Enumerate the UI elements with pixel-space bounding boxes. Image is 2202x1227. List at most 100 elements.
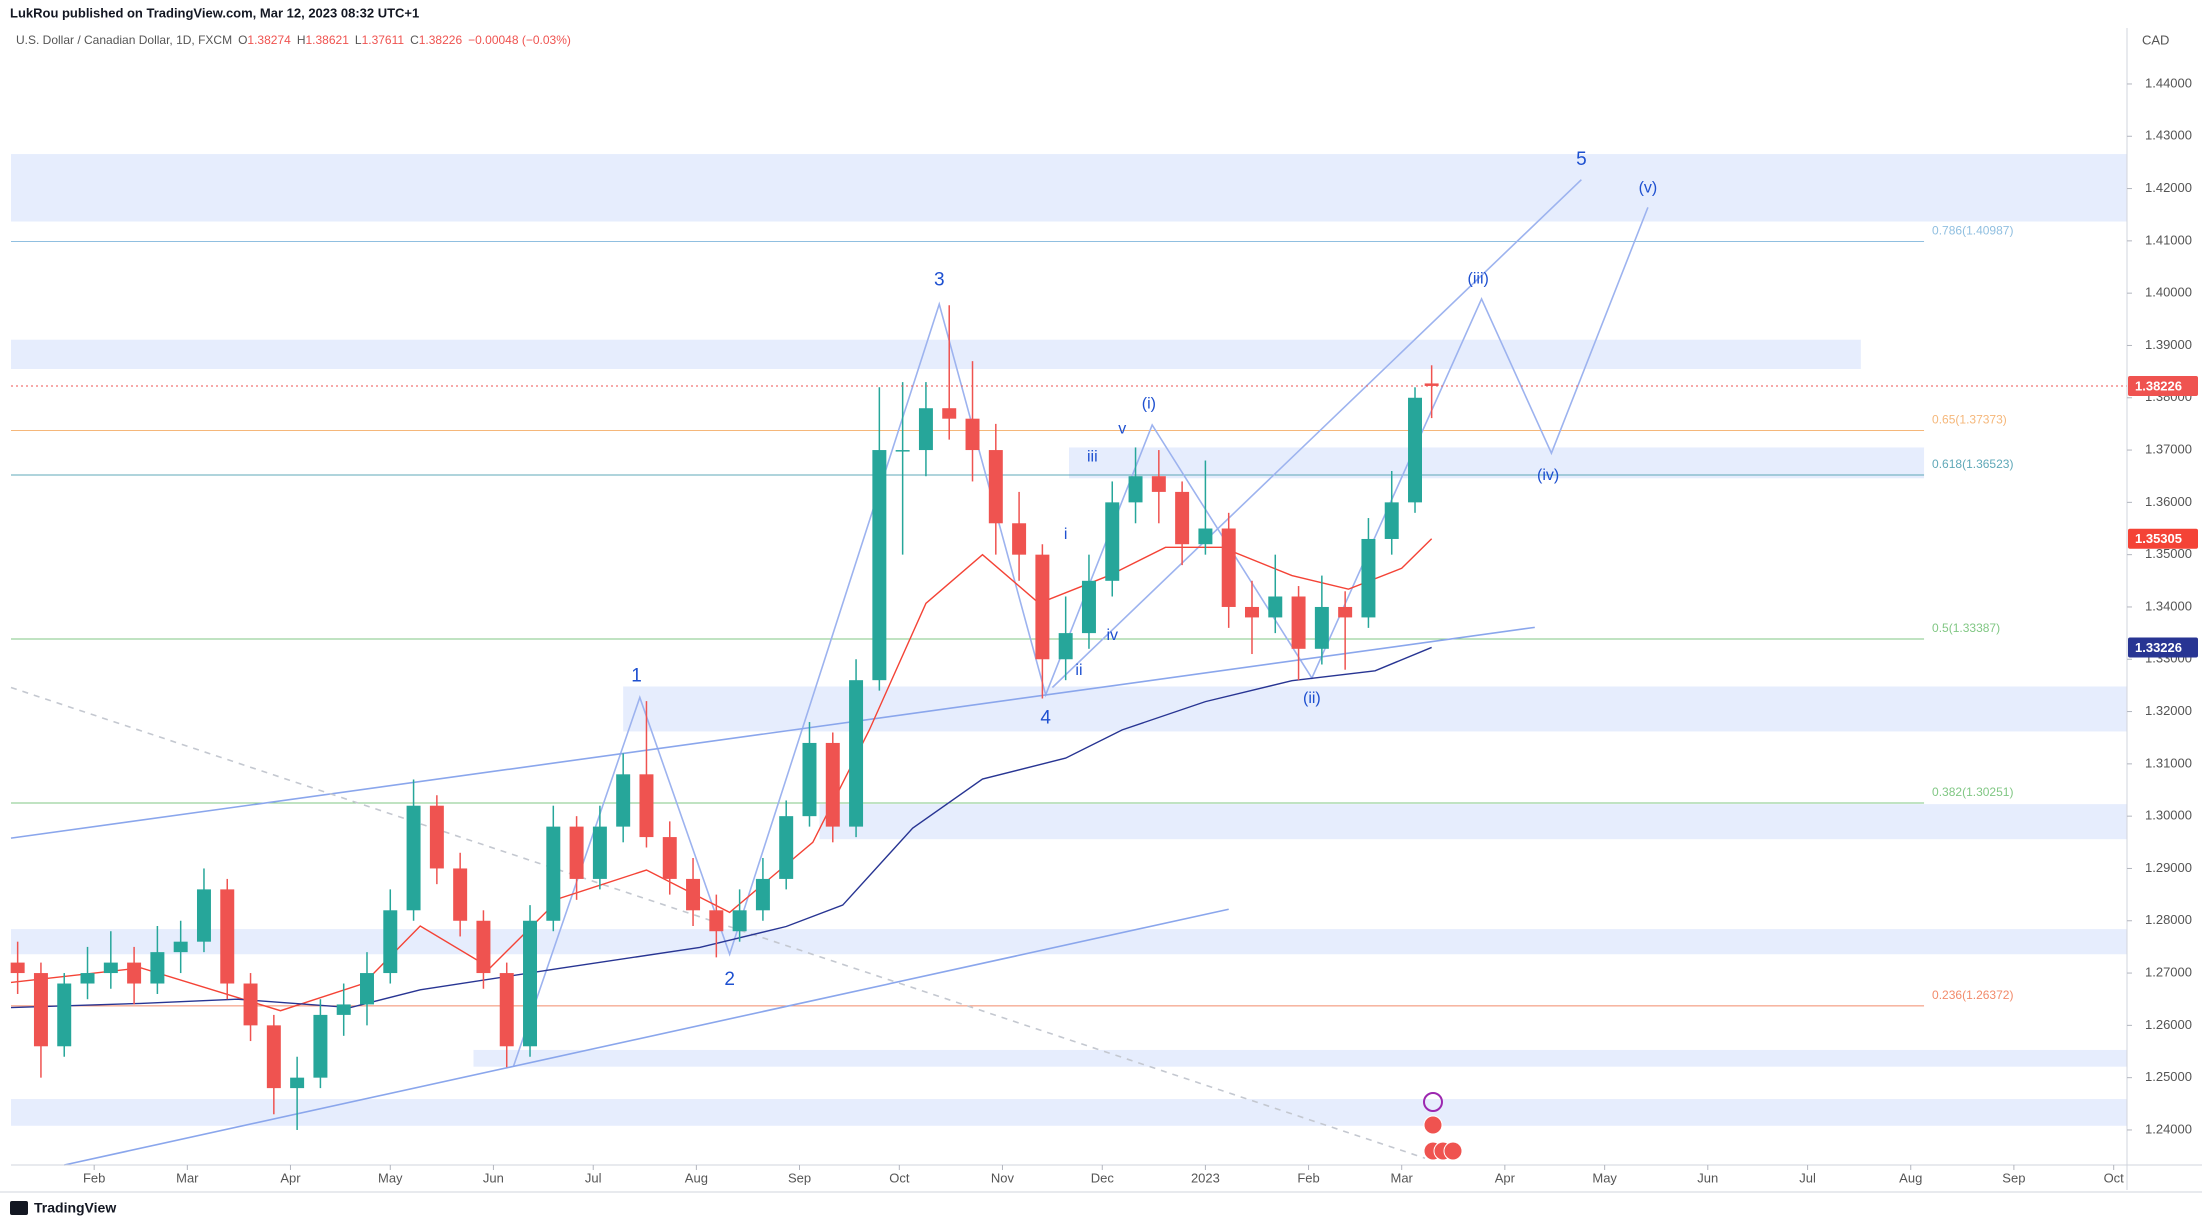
wave-label: (v) bbox=[1639, 179, 1658, 196]
fib-label: 0.382(1.30251) bbox=[1932, 785, 2013, 799]
ohlc-value: 1.37611 bbox=[362, 33, 405, 47]
candle-body bbox=[779, 816, 794, 879]
zone bbox=[473, 1049, 2127, 1067]
x-tick-label: Jul bbox=[1799, 1170, 1816, 1185]
ohlc-value: 1.38274 bbox=[247, 33, 291, 47]
candle-body bbox=[639, 774, 654, 838]
candle-body bbox=[103, 962, 118, 974]
candle-body bbox=[1424, 383, 1439, 386]
candle-body bbox=[173, 941, 188, 953]
wave-label: (i) bbox=[1142, 395, 1156, 412]
price-tag bbox=[2128, 375, 2198, 396]
x-tick-label: 2023 bbox=[1191, 1170, 1220, 1185]
x-tick-label: Aug bbox=[685, 1170, 708, 1185]
candle-body bbox=[196, 889, 211, 942]
candle-body bbox=[476, 920, 491, 974]
wave-label: 3 bbox=[934, 270, 945, 291]
wave-label: (iii) bbox=[1468, 270, 1489, 287]
wave-label: 1 bbox=[631, 666, 642, 687]
zone bbox=[819, 804, 2127, 840]
y-tick-label: 1.28000 bbox=[2145, 912, 2192, 927]
candle-body bbox=[127, 962, 142, 984]
fib-label: 0.786(1.40987) bbox=[1932, 224, 2013, 238]
candle-body bbox=[336, 1004, 351, 1015]
y-tick-label: 1.36000 bbox=[2145, 494, 2192, 509]
fib-label: 0.65(1.37373) bbox=[1932, 413, 2007, 427]
candle-body bbox=[1035, 554, 1050, 660]
change: −0.00048 (−0.03%) bbox=[468, 33, 571, 47]
candle-body bbox=[266, 1025, 281, 1089]
x-tick-label: Oct bbox=[889, 1170, 910, 1185]
y-tick-label: 1.29000 bbox=[2145, 860, 2192, 875]
candle-body bbox=[220, 889, 235, 984]
candle-body bbox=[1175, 491, 1190, 545]
y-tick-label: 1.37000 bbox=[2145, 441, 2192, 456]
y-tick-label: 1.31000 bbox=[2145, 755, 2192, 770]
candle-body bbox=[80, 973, 95, 984]
event-icon[interactable] bbox=[1423, 1115, 1443, 1135]
wave-label: ii bbox=[1075, 662, 1082, 679]
candle-body bbox=[360, 973, 374, 1005]
x-tick-label: Apr bbox=[1495, 1170, 1516, 1185]
y-tick-label: 1.24000 bbox=[2145, 1121, 2192, 1136]
ohlc-letter: H bbox=[297, 33, 306, 47]
y-tick-label: 1.26000 bbox=[2145, 1017, 2192, 1032]
x-tick-label: Jun bbox=[1697, 1170, 1718, 1185]
candle-body bbox=[709, 910, 724, 932]
candle-body bbox=[965, 418, 980, 451]
x-tick-label: May bbox=[1592, 1170, 1617, 1185]
candle-body bbox=[1408, 397, 1422, 503]
candle-body bbox=[150, 952, 165, 984]
candle-body bbox=[1361, 538, 1376, 618]
y-tick-label: 1.40000 bbox=[2145, 285, 2192, 300]
candle-body bbox=[592, 826, 607, 879]
y-tick-label: 1.41000 bbox=[2145, 232, 2192, 247]
x-tick-label: Mar bbox=[176, 1170, 199, 1185]
ohlc-letter: L bbox=[355, 33, 362, 47]
y-tick-label: 1.42000 bbox=[2145, 180, 2192, 195]
brand[interactable]: TradingView bbox=[34, 1200, 116, 1216]
candle-body bbox=[383, 910, 398, 974]
zone bbox=[11, 339, 1861, 369]
y-tick-label: 1.35000 bbox=[2145, 546, 2192, 561]
candle-body bbox=[1198, 528, 1213, 545]
price-tag-label: 1.35305 bbox=[2135, 531, 2182, 546]
candle-body bbox=[849, 680, 864, 827]
trendline bbox=[512, 207, 1649, 1067]
ohlc-value: 1.38621 bbox=[305, 33, 349, 47]
candle-body bbox=[1221, 528, 1236, 607]
symbol-line: U.S. Dollar / Canadian Dollar, 1D, FXCM O… bbox=[16, 33, 571, 47]
price-tag bbox=[2128, 528, 2198, 549]
x-tick-label: Feb bbox=[1297, 1170, 1319, 1185]
x-tick-label: Nov bbox=[991, 1170, 1015, 1185]
fib-label: 0.618(1.36523) bbox=[1932, 457, 2013, 471]
event-icon[interactable] bbox=[1443, 1141, 1463, 1161]
fib-label: 0.5(1.33387) bbox=[1932, 621, 2000, 635]
candle-body bbox=[57, 983, 72, 1047]
candle-body bbox=[33, 973, 48, 1047]
candle-body bbox=[313, 1014, 328, 1078]
moving-average bbox=[10, 646, 1432, 1009]
x-tick-label: Oct bbox=[2104, 1170, 2125, 1185]
candle-body bbox=[429, 805, 444, 869]
zone bbox=[11, 154, 2127, 222]
candle-body bbox=[1151, 476, 1166, 492]
candle-body bbox=[1105, 502, 1120, 581]
candle-body bbox=[10, 962, 25, 974]
candle-body bbox=[1268, 596, 1283, 618]
event-icon[interactable] bbox=[1423, 1092, 1443, 1112]
candle-body bbox=[523, 920, 538, 1047]
candle-body bbox=[1245, 606, 1259, 618]
wave-label: 5 bbox=[1576, 149, 1587, 170]
x-tick-label: Jun bbox=[483, 1170, 504, 1185]
event-icons bbox=[1423, 1092, 1463, 1161]
currency: CAD bbox=[2142, 32, 2169, 47]
candle-body bbox=[686, 878, 701, 911]
zone bbox=[623, 686, 2128, 732]
candle-body bbox=[802, 742, 817, 817]
x-tick-label: Feb bbox=[83, 1170, 105, 1185]
trendline bbox=[64, 908, 1229, 1166]
candle-body bbox=[918, 408, 933, 451]
candle-body bbox=[1058, 633, 1073, 660]
candle-body bbox=[942, 408, 957, 419]
